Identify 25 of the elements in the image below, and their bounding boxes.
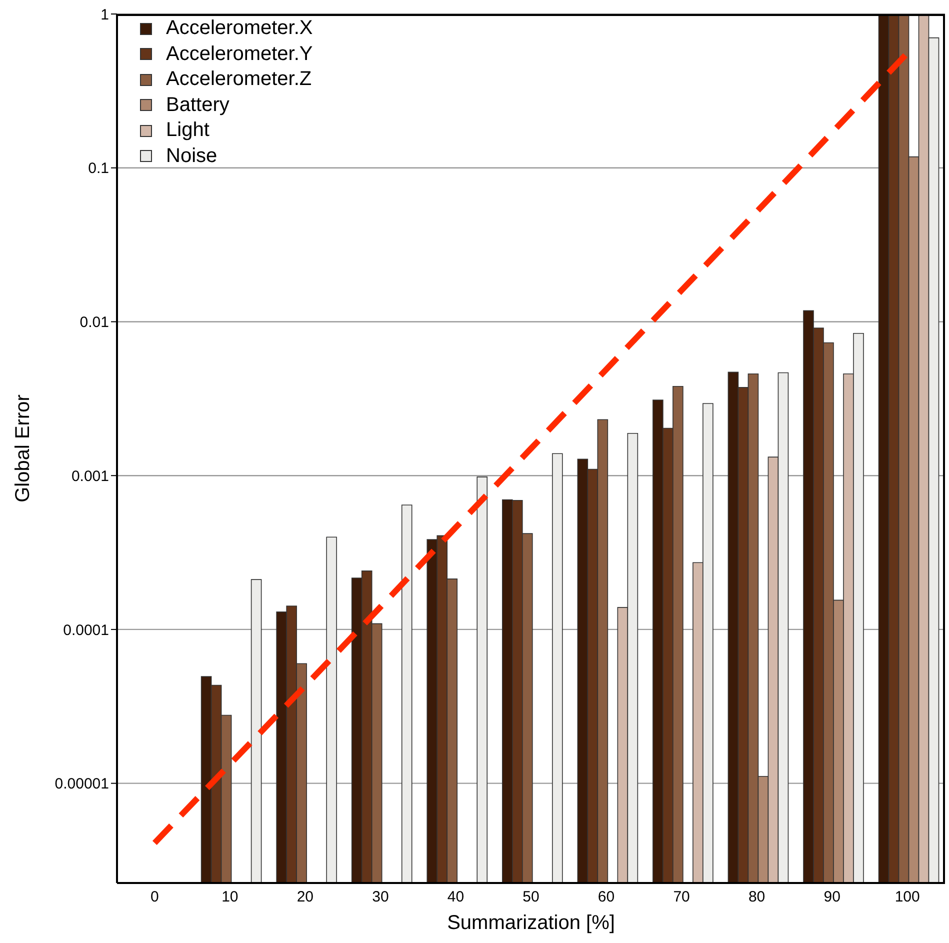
x-tick-label: 80 (748, 888, 766, 906)
x-tick-label: 70 (673, 888, 690, 906)
legend-label: Noise (166, 144, 218, 168)
y-tick-label: 0.1 (88, 160, 109, 178)
x-axis-title: Summarization [%] (447, 912, 615, 934)
y-tick-label: 0.01 (80, 314, 109, 332)
y-axis-title: Global Error (12, 394, 34, 502)
legend-label: Accelerometer.X (166, 16, 313, 41)
x-tick-label: 50 (522, 888, 540, 906)
legend-label: Battery (166, 92, 230, 118)
legend-label: Light (166, 118, 210, 143)
legend-label: Accelerometer.Y (166, 42, 313, 66)
x-tick-label: 10 (222, 888, 238, 906)
x-tick-label: 40 (447, 888, 464, 906)
x-tick-label: 20 (296, 888, 314, 906)
legend-label: Accelerometer.Z (166, 67, 312, 92)
y-tick-label: 0.001 (71, 468, 109, 485)
x-tick-label: 30 (372, 888, 389, 906)
y-tick-label: 0.00001 (54, 776, 109, 793)
x-tick-label: 100 (894, 888, 920, 906)
x-tick-label: 0 (150, 888, 159, 906)
x-tick-label: 90 (824, 888, 840, 906)
y-tick-label: 0.0001 (63, 622, 109, 639)
x-tick-label: 60 (598, 888, 615, 906)
y-tick-label: 1 (100, 6, 109, 24)
